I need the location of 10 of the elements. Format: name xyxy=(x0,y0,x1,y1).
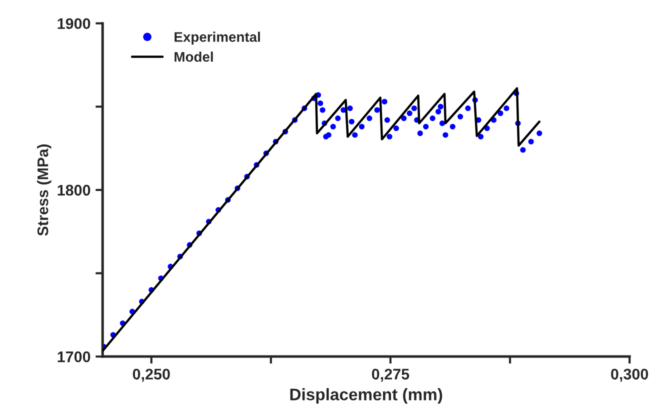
legend-label: Experimental xyxy=(174,32,260,45)
x-tick-label: 0,275 xyxy=(372,368,410,382)
y-tick-label: 1700 xyxy=(58,351,90,362)
legend-label: Model xyxy=(174,52,213,62)
y-tick-label: 1800 xyxy=(58,184,90,196)
x-axis-title: Displacement (mm) xyxy=(290,388,442,404)
x-tick-label: 0,250 xyxy=(132,368,170,382)
x-tick-label: 0,300 xyxy=(611,368,648,382)
y-tick-label: 1900 xyxy=(58,18,90,30)
y-axis-title: Stress (MPa) xyxy=(37,144,52,236)
